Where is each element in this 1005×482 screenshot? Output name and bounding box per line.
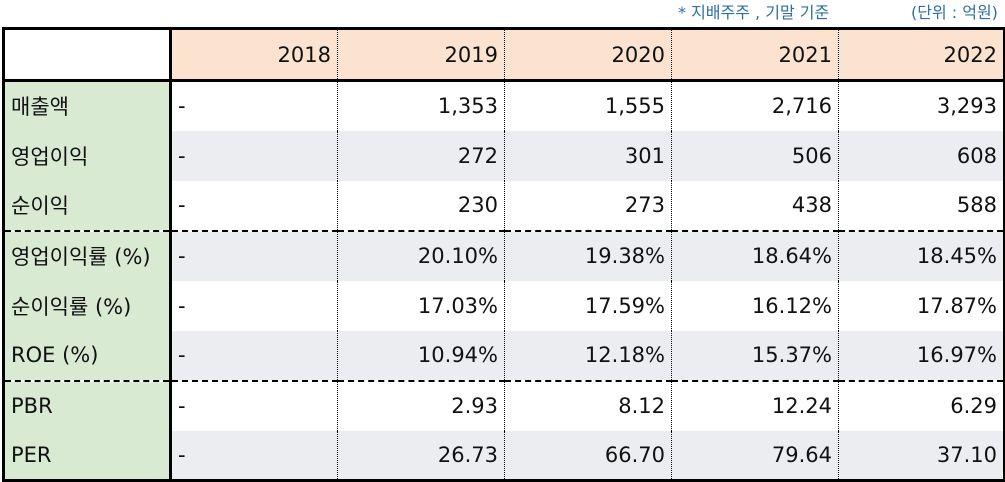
- value-cell: 18.45%: [838, 230, 1005, 281]
- value-cell: 20.10%: [337, 230, 505, 281]
- value-cell: 37.10: [838, 430, 1005, 482]
- row-label: 영업이익: [2, 130, 172, 181]
- table-row: ROE (%) - 10.94% 12.18% 15.37% 16.97%: [2, 330, 1005, 382]
- value-cell: 10.94%: [337, 330, 505, 382]
- value-cell: 16.97%: [838, 330, 1005, 382]
- value-cell: 1,353: [337, 80, 505, 131]
- row-label: ROE (%): [2, 330, 172, 382]
- value-cell: -: [170, 230, 338, 281]
- year-header: 2020: [504, 27, 672, 82]
- value-cell: 19.38%: [504, 230, 672, 281]
- row-label: 순이익률 (%): [2, 280, 172, 331]
- row-label: PBR: [2, 380, 172, 431]
- value-cell: -: [170, 280, 338, 331]
- value-cell: -: [170, 130, 338, 181]
- value-cell: -: [170, 380, 338, 431]
- corner-cell: [2, 27, 172, 82]
- value-cell: 12.18%: [504, 330, 672, 382]
- table-row: PER - 26.73 66.70 79.64 37.10: [2, 430, 1005, 482]
- value-cell: -: [170, 330, 338, 382]
- value-cell: 17.59%: [504, 280, 672, 331]
- value-cell: 230: [337, 180, 505, 232]
- value-cell: 6.29: [838, 380, 1005, 431]
- value-cell: 16.12%: [671, 280, 839, 331]
- value-cell: -: [170, 430, 338, 482]
- value-cell: 588: [838, 180, 1005, 232]
- value-cell: 301: [504, 130, 672, 181]
- year-header: 2019: [337, 27, 505, 82]
- value-cell: 2.93: [337, 380, 505, 431]
- value-cell: -: [170, 180, 338, 232]
- value-cell: 506: [671, 130, 839, 181]
- value-cell: 438: [671, 180, 839, 232]
- table-row: 영업이익 - 272 301 506 608: [2, 130, 1005, 181]
- table-row: 영업이익률 (%) - 20.10% 19.38% 18.64% 18.45%: [2, 230, 1005, 281]
- year-header: 2022: [838, 27, 1005, 82]
- row-label: PER: [2, 430, 172, 482]
- value-cell: 18.64%: [671, 230, 839, 281]
- value-cell: 272: [337, 130, 505, 181]
- table-row: 순이익률 (%) - 17.03% 17.59% 16.12% 17.87%: [2, 280, 1005, 331]
- value-cell: 8.12: [504, 380, 672, 431]
- value-cell: 17.03%: [337, 280, 505, 331]
- value-cell: 608: [838, 130, 1005, 181]
- year-header: 2018: [170, 27, 338, 82]
- value-cell: -: [170, 80, 338, 131]
- value-cell: 3,293: [838, 80, 1005, 131]
- value-cell: 1,555: [504, 80, 672, 131]
- unit-note: (단위 : 억원): [911, 3, 998, 22]
- basis-note: * 지배주주 , 기말 기준: [678, 3, 830, 22]
- header-row: 2018 2019 2020 2021 2022: [2, 27, 1005, 82]
- table-row: 순이익 - 230 273 438 588: [2, 180, 1005, 232]
- financial-table: 2018 2019 2020 2021 2022 매출액 - 1,353 1,5…: [2, 27, 1005, 482]
- value-cell: 12.24: [671, 380, 839, 431]
- row-label: 순이익: [2, 180, 172, 232]
- table-row: PBR - 2.93 8.12 12.24 6.29: [2, 380, 1005, 431]
- value-cell: 66.70: [504, 430, 672, 482]
- value-cell: 15.37%: [671, 330, 839, 382]
- year-header: 2021: [671, 27, 839, 82]
- value-cell: 17.87%: [838, 280, 1005, 331]
- value-cell: 273: [504, 180, 672, 232]
- table-row: 매출액 - 1,353 1,555 2,716 3,293: [2, 80, 1005, 131]
- value-cell: 2,716: [671, 80, 839, 131]
- row-label: 영업이익률 (%): [2, 230, 172, 281]
- value-cell: 26.73: [337, 430, 505, 482]
- row-label: 매출액: [2, 80, 172, 131]
- value-cell: 79.64: [671, 430, 839, 482]
